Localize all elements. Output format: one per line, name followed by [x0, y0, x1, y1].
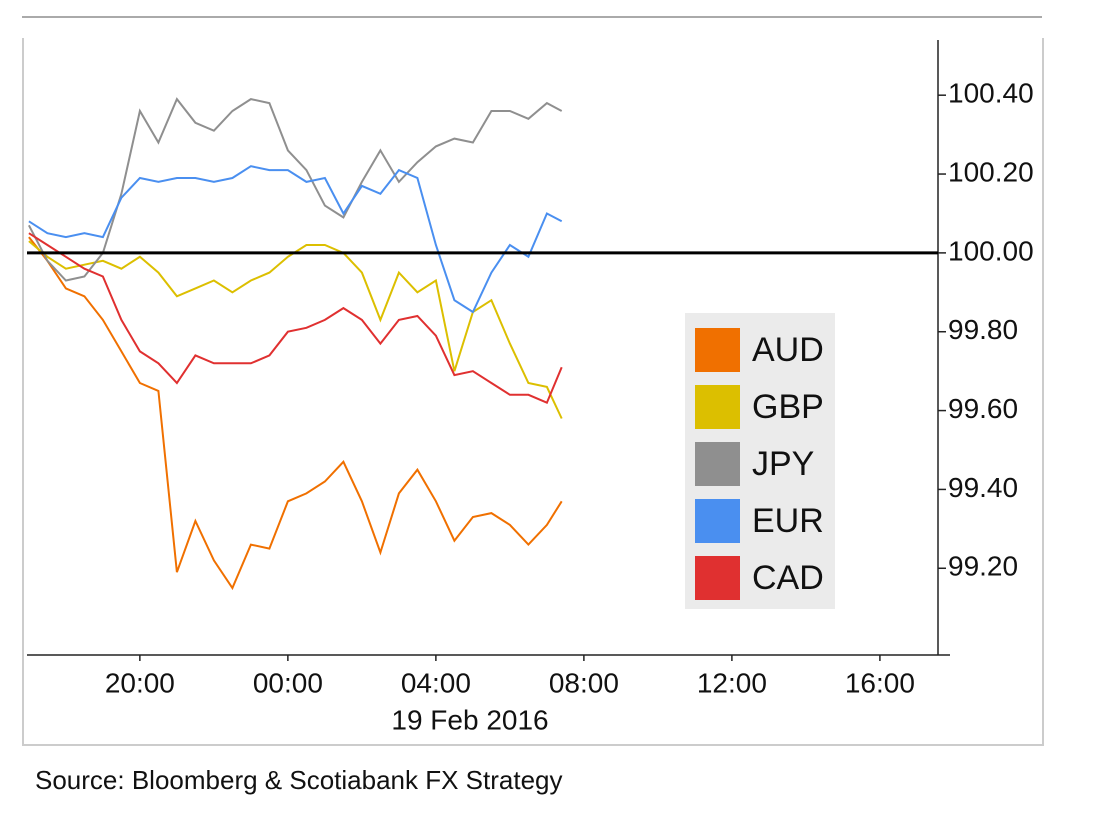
y-tick-label: 99.40: [948, 472, 1018, 503]
legend-swatch: [695, 556, 740, 600]
legend-label: EUR: [752, 502, 824, 540]
legend-label: JPY: [752, 445, 814, 483]
series-line: [28, 165, 563, 314]
x-tick-label: 08:00: [549, 667, 619, 698]
x-tick-label: 12:00: [697, 667, 767, 698]
x-tick-label: 00:00: [253, 667, 323, 698]
legend-label: CAD: [752, 559, 824, 597]
y-tick-label: 99.80: [948, 314, 1018, 345]
legend-swatch: [695, 499, 740, 543]
legend-label: GBP: [752, 388, 824, 426]
legend-swatch: [695, 328, 740, 372]
y-tick-label: 100.40: [948, 78, 1034, 109]
legend-swatch: [695, 385, 740, 429]
source-note: Source: Bloomberg & Scotiabank FX Strate…: [35, 765, 563, 795]
legend-label: AUD: [752, 331, 824, 369]
x-axis-label: 19 Feb 2016: [391, 704, 548, 735]
y-tick-label: 99.60: [948, 393, 1018, 424]
y-tick-label: 100.00: [948, 235, 1034, 266]
y-tick-label: 99.20: [948, 551, 1018, 582]
x-tick-label: 20:00: [105, 667, 175, 698]
series-line: [28, 240, 563, 419]
legend-swatch: [695, 442, 740, 486]
chart-frame: [22, 38, 1044, 746]
series-line: [28, 232, 563, 405]
y-tick-label: 100.20: [948, 156, 1034, 187]
x-tick-label: 16:00: [845, 667, 915, 698]
series-line: [28, 236, 563, 591]
x-tick-label: 04:00: [401, 667, 471, 698]
